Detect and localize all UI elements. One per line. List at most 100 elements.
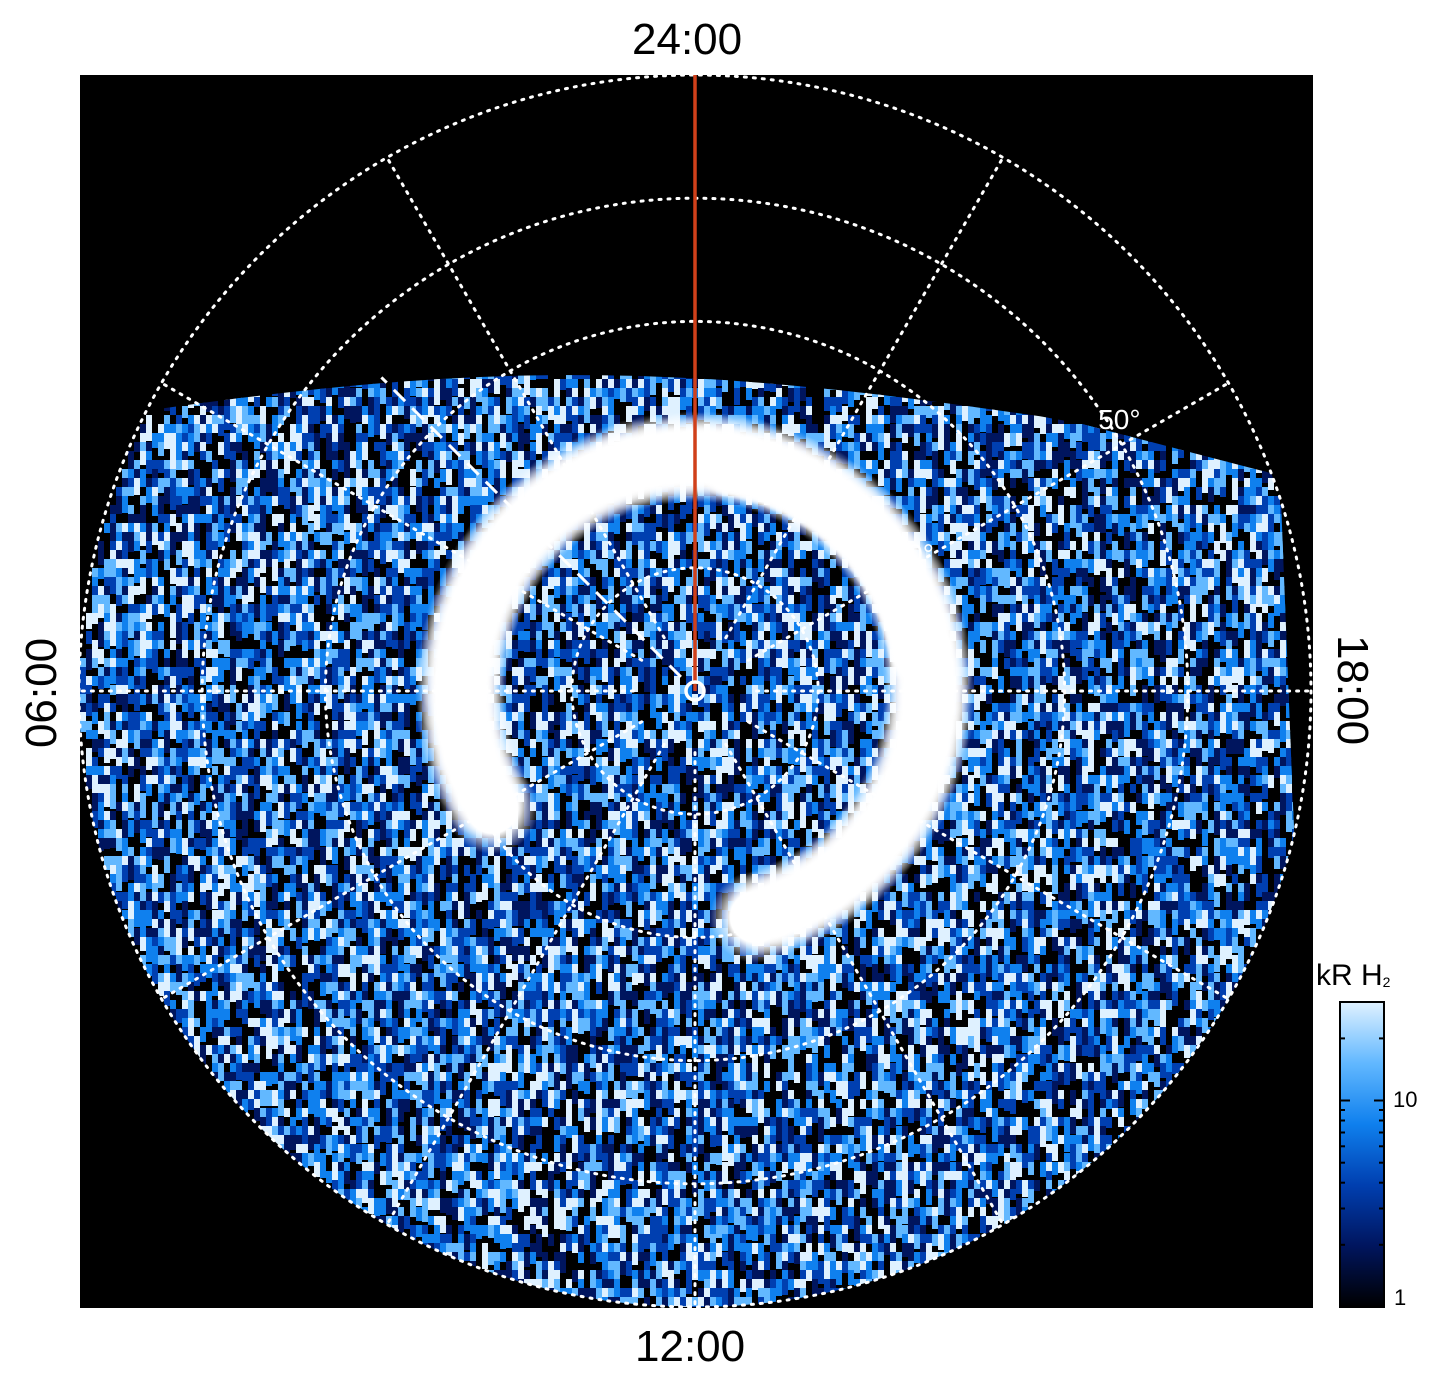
emission-pixel xyxy=(554,388,560,401)
emission-pixel xyxy=(1280,631,1286,642)
emission-pixel xyxy=(1022,505,1028,516)
emission-pixel xyxy=(350,667,356,679)
emission-pixel xyxy=(266,694,272,709)
emission-pixel xyxy=(98,541,104,552)
emission-pixel xyxy=(1214,577,1220,587)
emission-pixel xyxy=(986,559,992,571)
emission-pixel xyxy=(722,649,728,667)
emission-pixel xyxy=(1034,676,1040,693)
emission-pixel xyxy=(338,550,344,564)
emission-pixel xyxy=(728,586,734,597)
emission-pixel xyxy=(374,469,380,480)
emission-pixel xyxy=(380,622,386,633)
emission-pixel xyxy=(728,658,734,667)
emission-pixel xyxy=(122,550,128,561)
emission-pixel xyxy=(608,586,614,603)
emission-pixel xyxy=(1076,469,1082,481)
emission-pixel xyxy=(1052,523,1058,533)
emission-pixel xyxy=(584,406,590,423)
emission-pixel xyxy=(80,667,86,678)
emission-pixel xyxy=(308,577,314,587)
emission-pixel xyxy=(116,487,122,496)
emission-pixel xyxy=(830,658,836,674)
emission-pixel xyxy=(686,532,692,544)
emission-pixel xyxy=(446,505,452,516)
emission-pixel xyxy=(314,577,320,592)
emission-pixel xyxy=(206,640,212,654)
emission-pixel xyxy=(710,379,716,388)
emission-pixel xyxy=(176,667,182,685)
emission-pixel xyxy=(770,415,776,426)
emission-pixel xyxy=(566,676,572,688)
emission-pixel xyxy=(242,415,248,430)
emission-pixel xyxy=(908,397,914,409)
emission-pixel xyxy=(344,694,350,710)
emission-pixel xyxy=(254,622,260,640)
emission-pixel xyxy=(968,541,974,555)
emission-pixel xyxy=(170,676,176,688)
emission-pixel xyxy=(230,667,236,685)
emission-pixel xyxy=(1250,496,1256,511)
emission-pixel xyxy=(1202,469,1208,478)
emission-pixel xyxy=(920,397,926,407)
emission-pixel xyxy=(782,577,788,595)
emission-pixel xyxy=(104,568,110,581)
emission-pixel xyxy=(674,541,680,555)
emission-pixel xyxy=(332,622,338,634)
emission-pixel xyxy=(878,676,884,686)
emission-pixel xyxy=(602,397,608,409)
emission-pixel xyxy=(716,550,722,561)
emission-pixel xyxy=(740,514,746,529)
emission-pixel xyxy=(416,496,422,512)
emission-pixel xyxy=(524,685,530,701)
emission-pixel xyxy=(476,424,482,442)
emission-pixel xyxy=(416,433,422,443)
emission-pixel xyxy=(1118,649,1124,661)
emission-pixel xyxy=(1256,550,1262,560)
emission-pixel xyxy=(548,658,554,667)
emission-pixel xyxy=(716,559,722,576)
emission-pixel xyxy=(1280,586,1286,595)
emission-pixel xyxy=(362,478,368,487)
emission-pixel xyxy=(446,469,452,485)
emission-pixel xyxy=(1034,415,1040,428)
emission-pixel xyxy=(332,496,338,511)
emission-pixel xyxy=(974,568,980,581)
emission-pixel xyxy=(398,667,404,677)
emission-pixel xyxy=(614,622,620,638)
emission-pixel xyxy=(1034,658,1040,669)
emission-pixel xyxy=(560,685,566,702)
emission-pixel xyxy=(1142,685,1148,703)
emission-pixel xyxy=(362,406,368,421)
emission-pixel xyxy=(254,469,260,478)
emission-pixel xyxy=(1010,595,1016,609)
emission-pixel xyxy=(176,658,182,670)
emission-pixel xyxy=(452,379,458,396)
emission-pixel xyxy=(1094,613,1100,627)
emission-pixel xyxy=(542,415,548,431)
emission-pixel xyxy=(962,505,968,520)
emission-pixel xyxy=(488,397,494,406)
emission-pixel xyxy=(1166,541,1172,551)
emission-pixel xyxy=(686,685,692,700)
emission-pixel xyxy=(440,505,446,515)
emission-pixel xyxy=(596,532,602,544)
emission-pixel xyxy=(482,496,488,507)
emission-pixel xyxy=(404,523,410,533)
emission-pixel xyxy=(272,496,278,506)
emission-pixel xyxy=(314,532,320,542)
emission-pixel xyxy=(1130,685,1136,696)
emission-pixel xyxy=(1208,559,1214,572)
emission-pixel xyxy=(356,406,362,422)
emission-pixel xyxy=(194,622,200,633)
emission-pixel xyxy=(1196,631,1202,642)
emission-pixel xyxy=(764,604,770,617)
emission-pixel xyxy=(680,559,686,570)
emission-pixel xyxy=(230,658,236,672)
emission-pixel xyxy=(650,703,656,718)
emission-pixel xyxy=(386,523,392,537)
emission-pixel xyxy=(872,442,878,451)
emission-pixel xyxy=(632,379,638,394)
emission-pixel xyxy=(794,541,800,553)
emission-pixel xyxy=(872,433,878,448)
